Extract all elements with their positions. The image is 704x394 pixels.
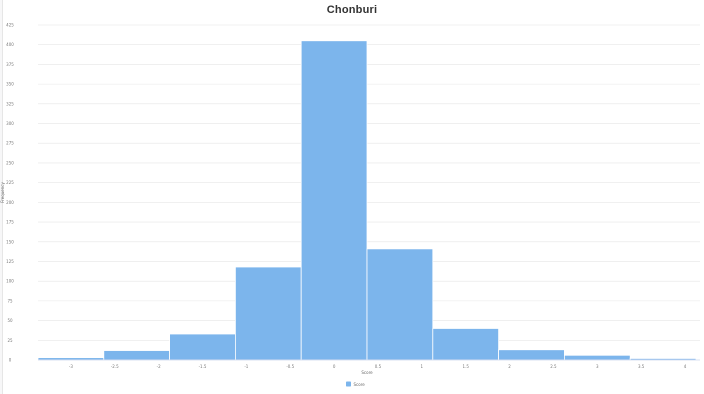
histogram-bar[interactable] — [498, 349, 565, 361]
y-tick-label: 300 — [6, 121, 14, 126]
histogram-bar[interactable] — [234, 266, 302, 361]
x-tick-label: -0.5 — [286, 364, 294, 369]
histogram-bar[interactable] — [300, 40, 368, 361]
x-tick-label: -1.5 — [199, 364, 207, 369]
y-tick-label: 0 — [9, 358, 12, 363]
histogram-bar[interactable] — [432, 328, 499, 361]
histogram-bar[interactable] — [564, 354, 631, 361]
y-axis-tick-labels: 0 25 50 75 100 125 150 175 200 225 250 275 300 325 350… — [6, 23, 14, 363]
y-tick-label: 50 — [7, 318, 13, 323]
x-tick-label: -2.5 — [111, 364, 119, 369]
x-tick-label: -3 — [69, 364, 73, 369]
y-tick-label: 350 — [6, 82, 14, 87]
x-tick-label: 2.5 — [550, 364, 557, 369]
x-axis-tick-labels: -3 -2.5 -2 -1.5 -1 -0.5 0 0.5 1 1.5 2 2.5 3 3.5 4 — [69, 364, 687, 369]
y-tick-label: 100 — [6, 279, 14, 284]
x-tick-label: 3 — [596, 364, 599, 369]
chart-title: Chonburi — [326, 4, 378, 16]
x-tick-label: 2 — [508, 364, 511, 369]
x-tick-label: -2 — [157, 364, 161, 369]
histogram-bar[interactable] — [103, 350, 171, 361]
y-tick-label: 125 — [6, 259, 14, 264]
histogram-bar[interactable] — [366, 248, 434, 361]
x-axis-title: Score — [361, 370, 373, 375]
y-tick-label: 425 — [6, 23, 14, 28]
x-tick-label: -1 — [244, 364, 248, 369]
y-tick-label: 375 — [6, 62, 14, 67]
legend-swatch — [346, 381, 351, 387]
x-tick-label: 0 — [333, 364, 336, 369]
histogram-bar[interactable] — [169, 333, 236, 361]
y-tick-label: 225 — [6, 180, 14, 185]
y-tick-label: 200 — [6, 200, 14, 205]
y-axis-title: Frequency — [0, 182, 5, 203]
y-tick-label: 275 — [6, 141, 14, 146]
x-tick-label: 4 — [684, 364, 687, 369]
x-tick-label: 3.5 — [638, 364, 645, 369]
y-tick-label: 400 — [6, 42, 14, 47]
x-tick-label: 1 — [421, 364, 424, 369]
bars — [37, 40, 697, 361]
legend-label: Score — [354, 382, 366, 387]
y-tick-label: 250 — [6, 160, 14, 165]
y-tick-label: 25 — [7, 338, 13, 343]
grid-lines — [38, 24, 700, 341]
x-tick-label: 0.5 — [375, 364, 382, 369]
x-tick-label: 1.5 — [463, 364, 470, 369]
y-tick-label: 175 — [6, 220, 14, 225]
y-tick-label: 75 — [7, 298, 13, 303]
y-tick-label: 325 — [6, 101, 14, 106]
y-tick-label: 150 — [6, 239, 14, 244]
legend[interactable]: Score — [346, 381, 366, 387]
